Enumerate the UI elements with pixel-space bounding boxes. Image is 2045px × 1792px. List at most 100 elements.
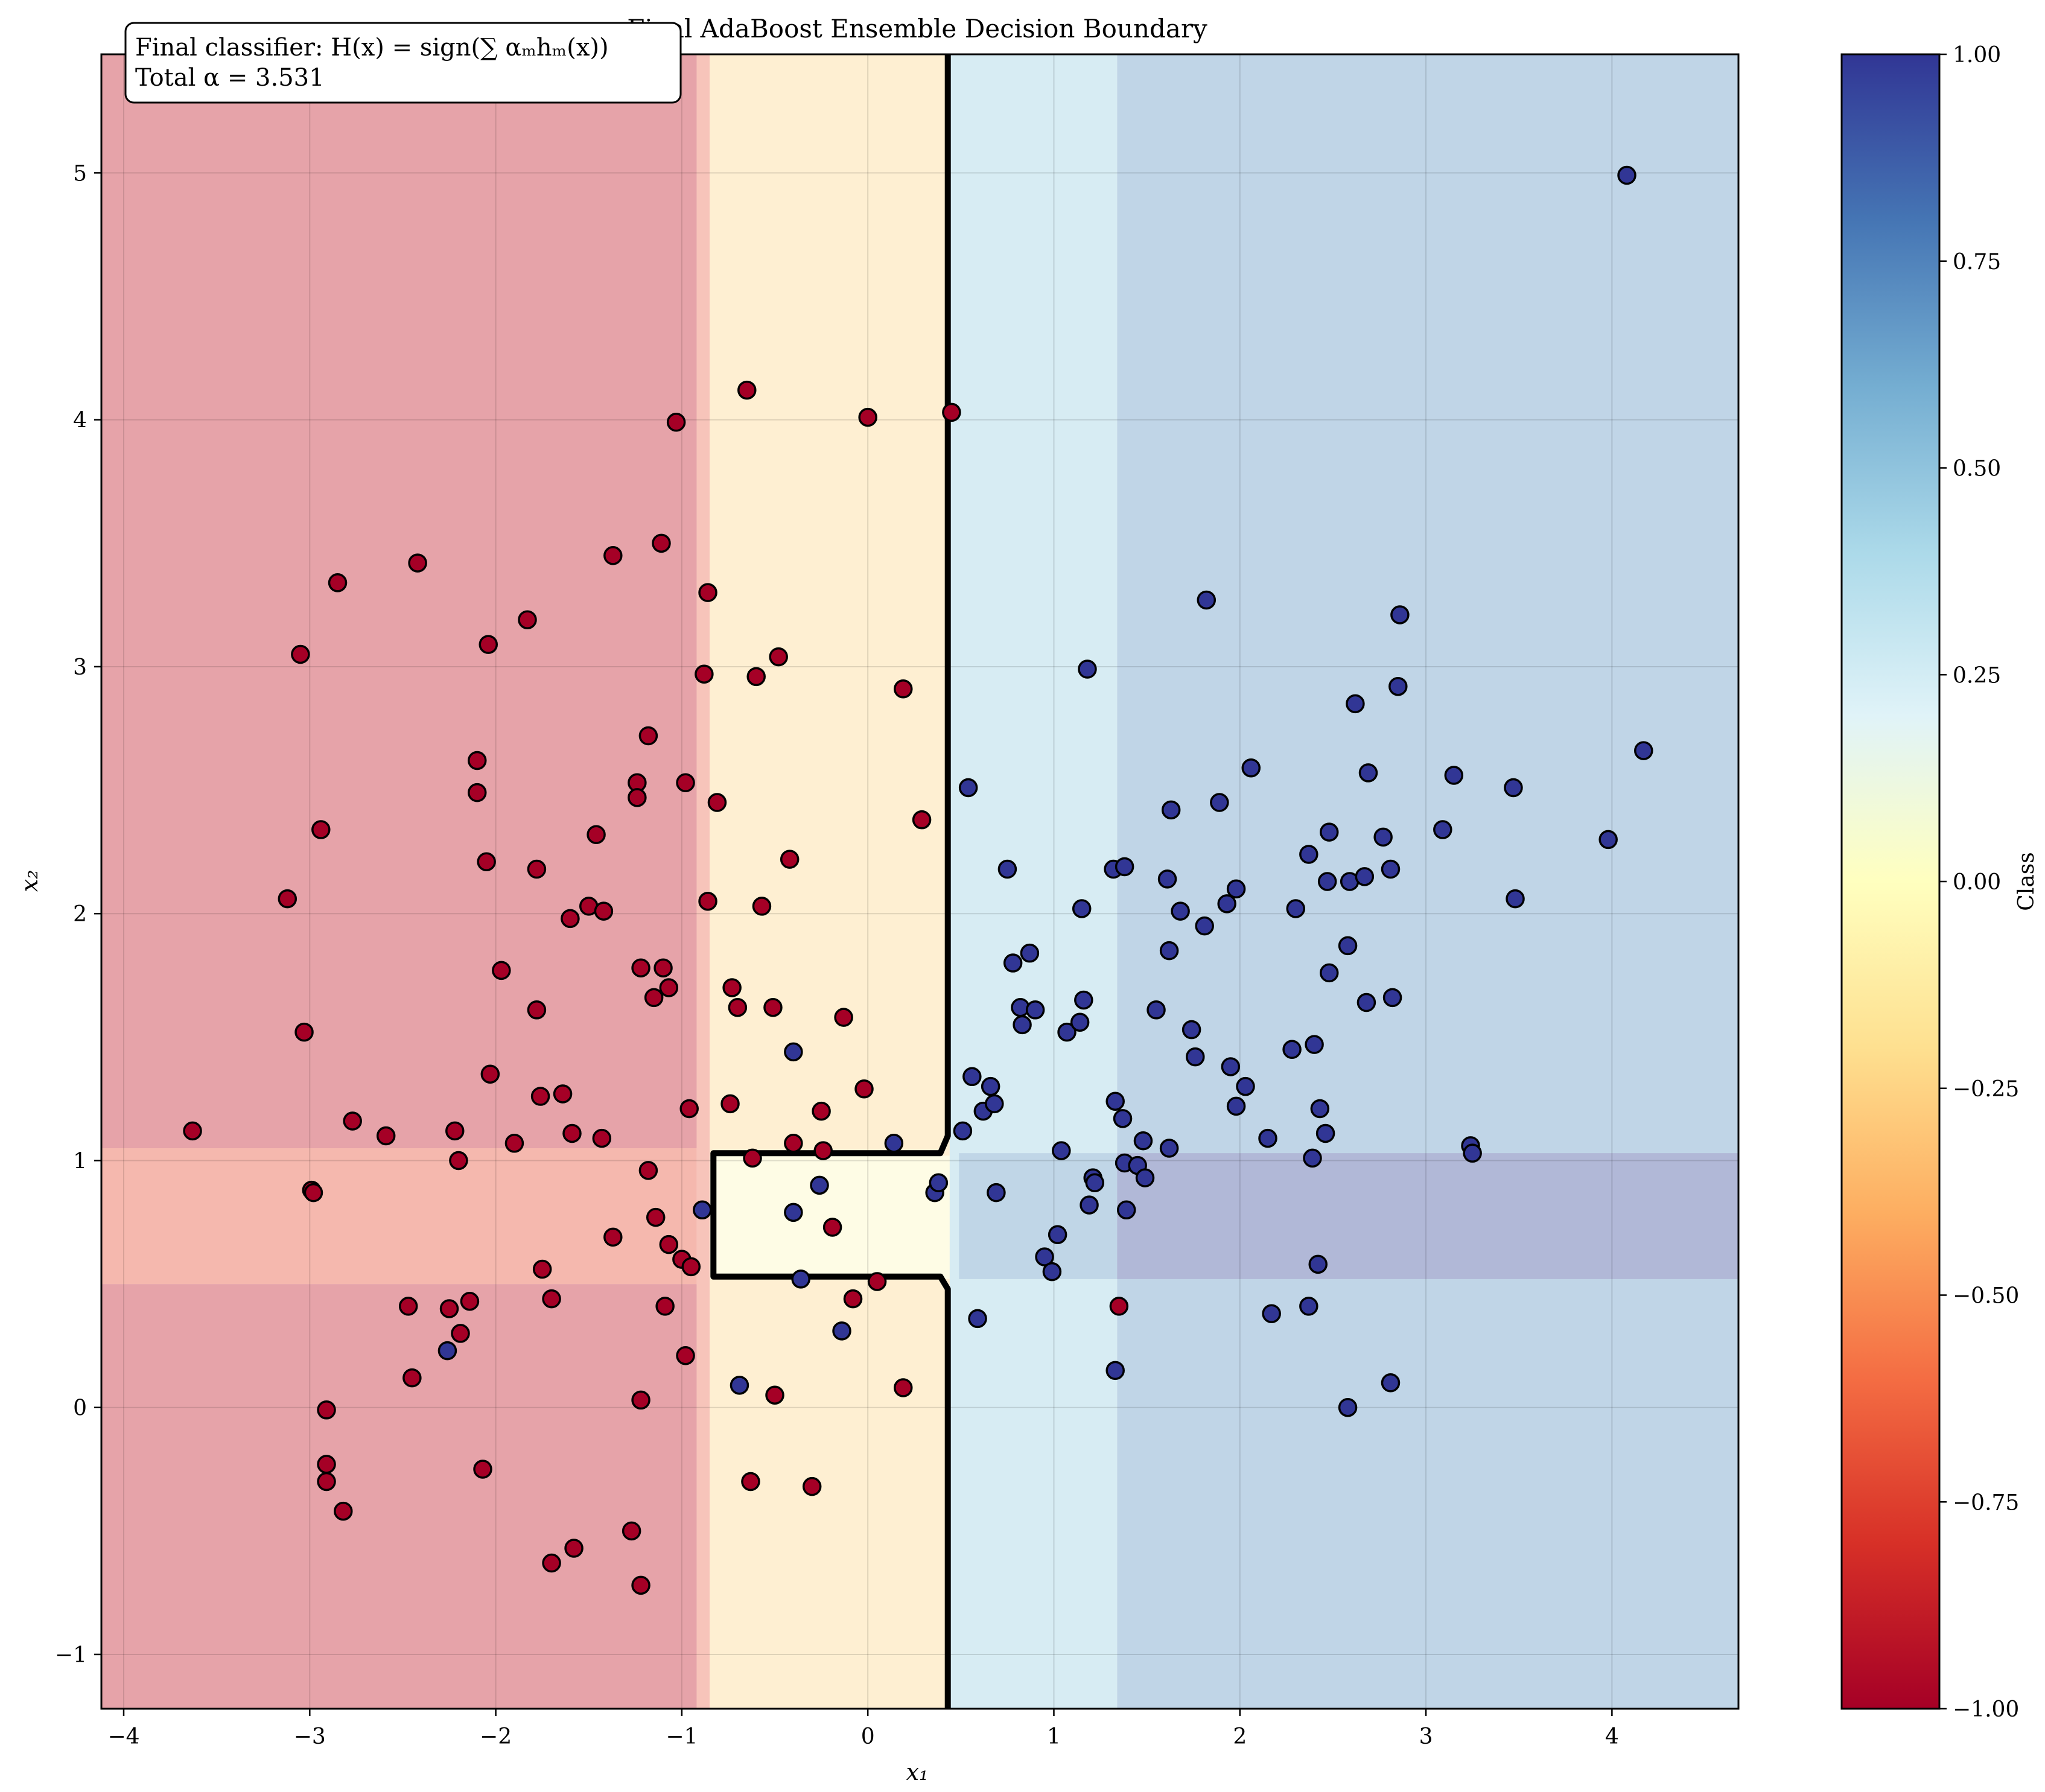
point-class-pos (968, 1309, 987, 1329)
point-class-pos (1381, 859, 1401, 879)
point-class-pos (953, 1121, 973, 1141)
decision-region (949, 54, 1118, 1709)
point-class-neg (460, 1291, 480, 1311)
decision-region (101, 54, 697, 1148)
point-class-neg (698, 583, 717, 602)
decision-region (710, 1155, 950, 1279)
colorbar-tick-label: 0.50 (1953, 457, 2001, 481)
point-class-pos (1210, 793, 1229, 812)
point-class-neg (679, 1099, 699, 1119)
point-class-pos (1133, 1131, 1153, 1151)
point-class-pos (1147, 1000, 1166, 1020)
colorbar-label: Class (2014, 852, 2039, 910)
point-class-pos (1080, 1195, 1099, 1215)
y-axis-ticks: −1 0 1 2 3 4 5 (55, 161, 101, 1668)
point-class-neg (1109, 1297, 1129, 1316)
plot-frame (100, 53, 1740, 1710)
point-class-pos (1221, 1057, 1241, 1076)
point-class-pos (1299, 1297, 1318, 1316)
point-class-pos (791, 1269, 810, 1289)
point-class-neg (402, 1368, 422, 1388)
point-class-pos (1048, 1225, 1067, 1244)
point-class-neg (334, 1501, 353, 1521)
point-class-neg (504, 1134, 524, 1153)
point-class-pos (1078, 659, 1097, 679)
point-class-pos (1303, 1148, 1322, 1168)
point-class-neg (527, 859, 547, 879)
point-class-pos (1262, 1304, 1281, 1323)
point-class-pos (1258, 1128, 1277, 1148)
point-class-neg (676, 773, 695, 793)
x-tick-label: 3 (1419, 1724, 1433, 1749)
x-tick-label: 2 (1233, 1724, 1247, 1749)
point-class-pos (1356, 993, 1376, 1012)
decision-region (101, 1148, 697, 1285)
point-class-neg (858, 407, 877, 427)
point-class-pos (1373, 827, 1393, 847)
colorbar-tick-label: 0.75 (1953, 250, 2001, 275)
y-tick-label: 0 (73, 1396, 87, 1421)
point-class-neg (183, 1121, 202, 1141)
point-class-neg (763, 997, 783, 1017)
point-class-pos (784, 1203, 803, 1222)
point-class-neg (765, 1385, 784, 1405)
boundary-line (710, 54, 951, 1709)
point-class-pos (730, 1376, 749, 1395)
point-class-pos (1195, 916, 1214, 936)
y-tick-label: 3 (73, 655, 87, 680)
point-class-pos (1444, 766, 1464, 785)
point-class-pos (1085, 1173, 1105, 1193)
point-class-pos (1105, 1361, 1125, 1381)
point-class-neg (527, 1000, 547, 1020)
point-class-neg (854, 1079, 874, 1099)
point-class-pos (1171, 901, 1190, 921)
grid-lines (101, 54, 1738, 1709)
annotation-line-2: Total α = 3.531 (135, 64, 325, 92)
point-class-neg (638, 726, 658, 746)
point-class-neg (752, 897, 772, 916)
point-class-pos (1320, 963, 1339, 983)
point-class-neg (542, 1289, 561, 1309)
point-class-pos (1286, 899, 1306, 918)
point-class-neg (473, 1460, 492, 1479)
point-class-neg (445, 1121, 465, 1141)
point-class-neg (479, 635, 498, 654)
colorbar-tick-label: −0.50 (1953, 1284, 2019, 1309)
classifier-annotation: Final classifier: H(x) = sign(∑ αₘhₘ(x))… (124, 22, 682, 104)
point-class-neg (666, 413, 686, 432)
x-tick-label: −1 (666, 1724, 698, 1749)
point-class-pos (1226, 1096, 1246, 1116)
point-class-neg (722, 978, 742, 997)
point-class-pos (1074, 990, 1093, 1010)
point-class-pos (1504, 778, 1523, 798)
point-class-pos (832, 1321, 851, 1341)
point-class-neg (542, 1553, 561, 1573)
point-class-neg (695, 664, 714, 684)
colorbar-tick-label: 0.25 (1953, 663, 2001, 688)
y-tick-label: 1 (73, 1149, 87, 1174)
point-class-neg (746, 667, 766, 687)
point-class-pos (1057, 1022, 1077, 1042)
x-tick-label: −2 (480, 1724, 512, 1749)
point-class-neg (408, 553, 427, 573)
point-class-neg (631, 958, 650, 977)
point-class-neg (449, 1151, 468, 1171)
point-class-pos (1338, 936, 1358, 956)
point-class-pos (1506, 889, 1525, 909)
point-class-pos (1226, 879, 1246, 899)
point-class-neg (659, 978, 679, 997)
annotation-line-1: Final classifier: H(x) = sign(∑ αₘhₘ(x)) (135, 34, 609, 62)
point-class-pos (810, 1175, 829, 1195)
point-class-neg (631, 1390, 650, 1410)
point-class-pos (1020, 943, 1040, 963)
point-class-neg (594, 901, 614, 921)
chart-title: Final AdaBoost Ensemble Decision Boundar… (627, 14, 1207, 43)
annotation-box (124, 22, 682, 104)
point-class-pos (784, 1042, 803, 1062)
point-class-neg (812, 1101, 831, 1121)
point-class-pos (962, 1067, 982, 1087)
point-class-neg (676, 1346, 695, 1365)
decision-region (1117, 1153, 1738, 1279)
point-class-neg (328, 573, 348, 593)
point-class-pos (1072, 899, 1092, 918)
